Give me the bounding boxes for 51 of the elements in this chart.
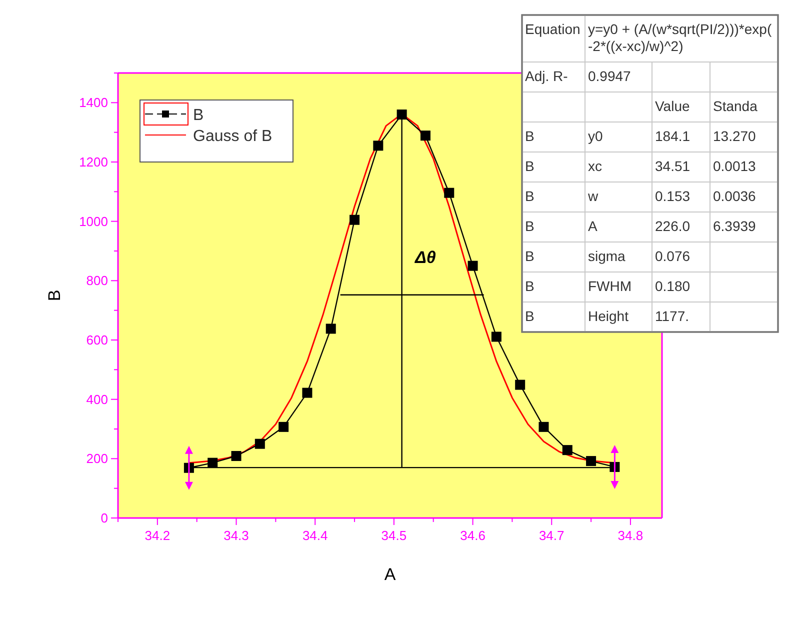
text: Standa — [713, 98, 758, 114]
text: 0.153 — [655, 188, 690, 204]
y-tick-label: 0 — [100, 510, 108, 526]
text: A — [588, 218, 598, 234]
legend-label: Gauss of B — [193, 128, 272, 145]
x-tick-label: 34.8 — [618, 528, 644, 543]
y-tick-label: 200 — [86, 451, 108, 466]
x-tick-label: 34.4 — [302, 528, 328, 543]
text: B — [525, 278, 534, 294]
text: 1177. — [655, 308, 689, 324]
x-tick-label: 34.3 — [224, 528, 249, 543]
text: Value — [655, 98, 690, 114]
text: sigma — [588, 248, 626, 264]
text: Equation — [525, 21, 580, 37]
x-tick-label: 34.5 — [381, 528, 407, 543]
text: xc — [588, 158, 602, 174]
x-axis-title: A — [384, 565, 396, 584]
text: B — [525, 308, 534, 324]
text: 0.180 — [655, 278, 690, 294]
text: B — [525, 188, 534, 204]
y-tick-label: 1000 — [79, 214, 108, 229]
text: y=y0 + (A/(w*sqrt(PI/2)))*exp(-2*((x-xc)/w)^2) — [588, 21, 772, 54]
text: FWHM — [588, 278, 632, 294]
y-tick-label: 400 — [86, 392, 108, 407]
text: w — [588, 188, 598, 204]
text: B — [525, 128, 534, 144]
text: B — [525, 218, 534, 234]
y-tick-label: 800 — [86, 273, 108, 288]
text: 0.0013 — [713, 158, 756, 174]
text: 0.9947 — [588, 68, 631, 84]
text: 13.270 — [713, 128, 756, 144]
x-tick-label: 34.7 — [538, 528, 564, 543]
text: 226.0 — [655, 218, 690, 234]
text: B — [525, 158, 534, 174]
text: 0.0036 — [713, 188, 756, 204]
text: 184.1 — [655, 128, 690, 144]
annotation: Δθ — [414, 248, 436, 267]
text: Height — [588, 308, 628, 324]
text: B — [525, 248, 534, 264]
y-tick-label: 1200 — [79, 154, 108, 170]
y-tick-label: 1400 — [79, 95, 108, 110]
x-tick-label: 34.6 — [460, 528, 486, 543]
legend-label: B — [193, 107, 204, 124]
y-axis-title: B — [45, 290, 64, 302]
text: 0.076 — [655, 248, 690, 264]
x-tick-label: 34.2 — [144, 528, 170, 543]
text: 6.3939 — [713, 218, 756, 234]
text: Adj. R- — [525, 68, 568, 84]
text: y0 — [588, 128, 603, 144]
y-tick-label: 600 — [86, 332, 108, 348]
text: 34.51 — [655, 158, 690, 174]
